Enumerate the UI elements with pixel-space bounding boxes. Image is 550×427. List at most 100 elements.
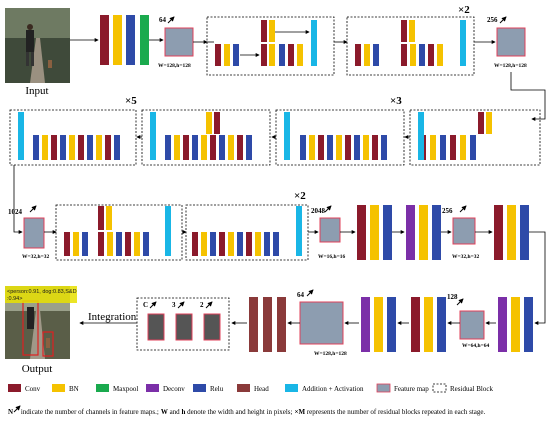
feature-map-64 — [164, 27, 194, 57]
conv-layer — [98, 206, 104, 230]
legend-swatch-bn — [52, 384, 65, 392]
channel-arrow-3-icon — [177, 301, 185, 309]
repeat-label-x3: ×3 — [390, 95, 402, 107]
relu-layer — [87, 135, 93, 160]
relu-layer — [419, 44, 425, 66]
conv-layer — [51, 135, 57, 160]
feature-map-1024 — [23, 217, 45, 249]
bn-layer — [364, 44, 370, 66]
residual-block-row1-b — [346, 16, 475, 76]
relu-layer — [383, 205, 392, 260]
relu-layer — [373, 44, 379, 66]
conv-layer — [428, 44, 434, 66]
deconv-layer — [498, 297, 507, 352]
feature-map-256-top — [496, 27, 526, 57]
channel-arrow-256-top-icon — [499, 16, 507, 24]
channel-arrow-128-icon — [456, 298, 464, 306]
conv-layer — [372, 135, 378, 160]
size-label-32-left: W=32,h=32 — [22, 254, 49, 260]
legend-swatch-conv — [8, 384, 21, 392]
conv-layer — [78, 135, 84, 160]
head-map-2 — [203, 313, 221, 341]
conv-layer — [411, 297, 420, 352]
channel-label-256-top: 256 — [487, 16, 498, 24]
relu-layer — [33, 135, 39, 160]
footnote-h: h — [181, 408, 185, 416]
size-label-16: W=16,h=16 — [318, 254, 345, 260]
row1-to-row2-arrow — [510, 72, 546, 121]
channel-label-64-top: 64 — [159, 16, 167, 24]
legend-swatch-head — [237, 384, 250, 392]
head-channel-3: 3 — [172, 301, 176, 309]
bn-layer — [106, 206, 112, 230]
bn-layer — [409, 20, 415, 42]
input-label: Input — [25, 85, 48, 97]
conv-layer — [288, 44, 294, 66]
channel-label-64-bottom: 64 — [297, 291, 305, 299]
bn-layer — [69, 135, 75, 160]
conv-layer — [478, 112, 484, 134]
relu-layer — [246, 135, 252, 160]
residual-block-row2-mid — [275, 109, 405, 166]
bn-layer — [96, 135, 102, 160]
footnote-and: and — [168, 408, 182, 416]
legend-label-head: Head — [254, 385, 269, 393]
legend-swatch-resblock — [432, 383, 447, 393]
channel-arrow-2-icon — [205, 301, 213, 309]
relu-layer — [114, 135, 120, 160]
conv-layer — [64, 232, 70, 256]
channel-arrow-256-mid-icon — [459, 205, 467, 213]
bn-layer — [73, 232, 79, 256]
channel-arrow-1024-icon — [29, 205, 37, 213]
legend-label-bn: BN — [69, 385, 79, 393]
head-map-3 — [175, 313, 193, 341]
channel-arrow-64-bottom-icon — [306, 289, 314, 297]
footnote-n-desc: indicate the number of channels in featu… — [19, 408, 159, 416]
relu-layer — [273, 232, 279, 256]
bn-layer — [507, 205, 516, 260]
add-layer — [311, 20, 317, 66]
add-layer — [18, 112, 24, 160]
head-map-c — [147, 313, 165, 341]
conv-layer — [494, 205, 503, 260]
size-label-32-mid: W=32,h=32 — [452, 254, 479, 260]
legend-label-resblock: Residual Block — [450, 385, 493, 393]
deconv-layer — [361, 297, 370, 352]
bn-layer — [437, 44, 443, 66]
footnote-xm: ×M — [294, 408, 305, 416]
conv-layer — [105, 135, 111, 160]
relu-layer — [60, 135, 66, 160]
bn-layer — [511, 297, 520, 352]
size-label-128-top: W=128,h=128 — [158, 63, 191, 69]
residual-block-row2-far-left — [9, 109, 137, 166]
channel-label-2048: 2048 — [311, 207, 326, 215]
residual-block-row2-right — [409, 109, 541, 166]
bn-layer — [419, 205, 428, 260]
head-channel-2: 2 — [200, 301, 204, 309]
conv-layer — [183, 135, 189, 160]
channel-label-256-mid: 256 — [442, 207, 453, 215]
bn-layer — [363, 135, 369, 160]
repeat-label-x5: ×5 — [125, 95, 137, 107]
bn-layer — [269, 44, 275, 66]
footnote: N indicate the number of channels in fea… — [8, 408, 486, 416]
bn-layer — [107, 232, 113, 256]
feature-map-64-bottom — [299, 301, 344, 345]
relu-layer — [354, 135, 360, 160]
size-label-128-right: W=128,h=128 — [494, 63, 527, 69]
bn-layer — [228, 135, 234, 160]
relu-layer — [126, 15, 135, 65]
legend-swatch-relu — [193, 384, 206, 392]
relu-layer — [440, 135, 446, 160]
bn-layer — [309, 135, 315, 160]
relu-layer — [233, 44, 239, 66]
channel-arrow-64-top-icon — [167, 16, 175, 24]
relu-layer — [237, 232, 243, 256]
row3-to-row4-arrow — [529, 231, 546, 325]
relu-layer — [279, 44, 285, 66]
footnote-w: W — [161, 408, 168, 416]
bn-layer — [206, 112, 212, 134]
legend-label-conv: Conv — [25, 385, 41, 393]
conv-layer — [450, 135, 456, 160]
feature-map-2048 — [319, 217, 341, 243]
